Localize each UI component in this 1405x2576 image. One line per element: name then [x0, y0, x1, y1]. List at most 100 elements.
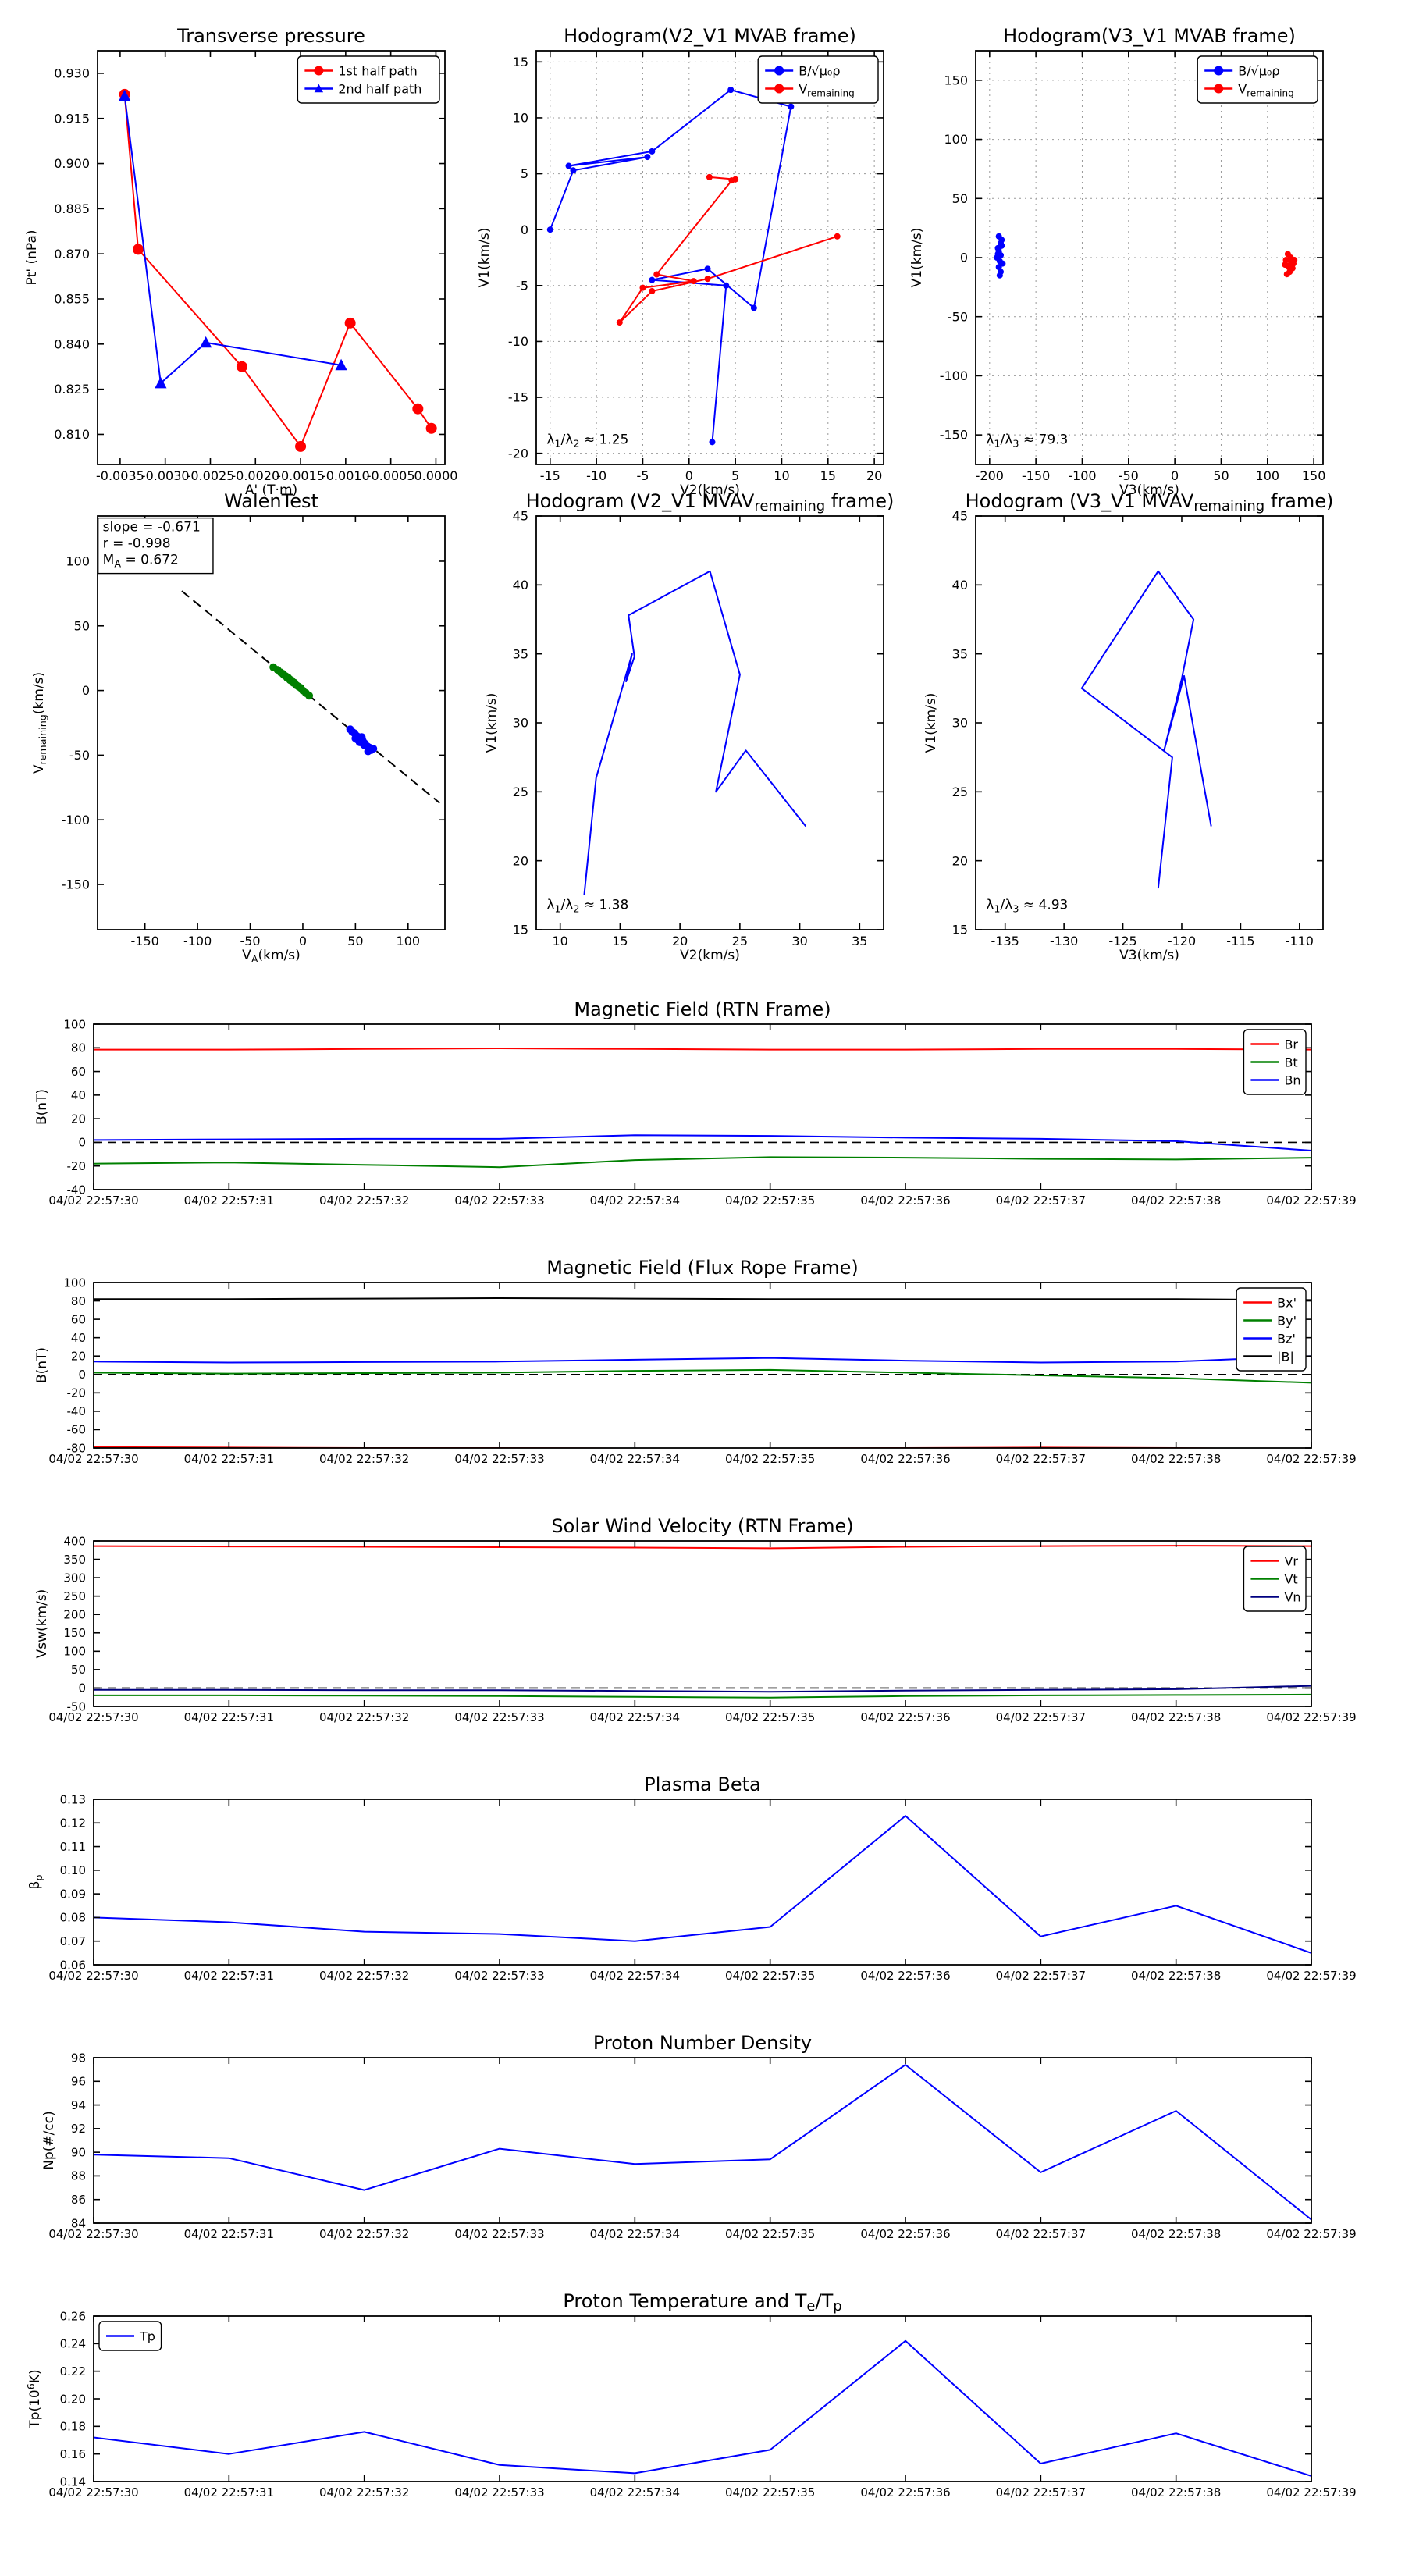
axes-background: [94, 1799, 1311, 1965]
y-tick-label: -150: [940, 428, 968, 443]
annotation: λ1/λ3 ≈ 4.93: [986, 898, 1068, 916]
tick-labels: -135 -130 -125 -120 -115 -110 15 20 25 30 35 40 45: [952, 509, 1314, 948]
series-group: [583, 570, 807, 895]
y-tick-label: 94: [71, 2098, 86, 2112]
y-tick-label: 40: [71, 1331, 86, 1345]
annotation-text: slope = -0.671: [103, 520, 201, 535]
y-tick-label: 300: [63, 1571, 86, 1585]
y-axis-label: V1(km/s): [484, 693, 500, 753]
marker-dot: [344, 317, 356, 329]
x-tick-label: 35: [852, 934, 867, 948]
x-tick-label: -0.0010: [322, 468, 370, 483]
y-axis-label: Vsw(km/s): [34, 1589, 50, 1659]
x-tick-label: 04/02 22:57:34: [590, 1452, 680, 1466]
y-tick-label: 0.20: [60, 2392, 86, 2406]
marker-dot: [412, 403, 424, 415]
y-tick-label: 60: [71, 1312, 86, 1326]
series-Bn: [94, 1134, 1311, 1151]
series-V hodogram: [1080, 570, 1212, 889]
y-tick-label: 20: [71, 1112, 86, 1126]
y-tick-label: 40: [952, 578, 968, 592]
x-tick-label: 0: [1171, 468, 1179, 483]
x-tick-label: -150: [131, 934, 159, 948]
axes-background: [98, 51, 445, 464]
y-tick-label: 0.11: [60, 1840, 86, 1854]
marker-dot: [994, 251, 1001, 258]
x-tick-label: 04/02 22:57:30: [48, 1710, 138, 1724]
legend-label: Vremaining: [799, 81, 855, 98]
legend-label: Vn: [1284, 1589, 1300, 1604]
x-tick-label: 04/02 22:57:32: [319, 1194, 409, 1208]
y-tick-label: 30: [952, 716, 968, 731]
x-tick-label: 100: [397, 934, 421, 948]
x-tick-label: 04/02 22:57:39: [1266, 1710, 1356, 1724]
x-tick-label: 04/02 22:57:34: [590, 1194, 680, 1208]
series-group: [94, 1545, 1311, 1699]
tick-labels: 10 15 20 25 30 35 15 20 25 30 35 40 45: [513, 509, 868, 948]
y-tick-label: 30: [513, 716, 528, 731]
y-tick-label: 15: [513, 55, 528, 69]
x-tick-label: 04/02 22:57:31: [184, 2485, 274, 2500]
series-group: [94, 2339, 1311, 2477]
marker-dot: [723, 282, 730, 289]
tick-labels: -200 -150 -100 -50 0 50 100 150 -150 -100 -50 0 50 10…: [940, 73, 1326, 483]
series-Vt: [94, 1693, 1311, 1699]
ticks: [93, 2057, 1312, 2224]
annotation: λ1/λ2 ≈ 1.38: [546, 898, 628, 916]
x-tick-label: 50: [347, 934, 363, 948]
y-tick-label: 250: [63, 1589, 86, 1603]
y-tick-label: 100: [63, 1017, 86, 1031]
x-tick-label: -15: [540, 468, 560, 483]
y-tick-label: 0.08: [60, 1911, 86, 1925]
chart-title: Hodogram(V2_V1 MVAB frame): [564, 25, 856, 47]
y-tick-label: 15: [952, 923, 968, 938]
x-tick-label: 04/02 22:57:31: [184, 1969, 274, 1983]
marker-dot: [570, 167, 577, 174]
x-tick-label: 04/02 22:57:30: [48, 2485, 138, 2500]
x-tick-label: 04/02 22:57:31: [184, 2227, 274, 2241]
marker-dot: [653, 271, 660, 278]
marker-dot: [279, 670, 287, 678]
x-tick-label: -110: [1286, 934, 1314, 948]
marker-dot: [704, 265, 711, 272]
y-tick-label: 80: [71, 1294, 86, 1308]
legend: 1st half path 2nd half path: [297, 55, 440, 104]
axes-background: [976, 516, 1323, 930]
y-tick-label: 0.825: [54, 382, 90, 397]
y-tick-label: 0.24: [60, 2337, 86, 2351]
y-axis-label: V1(km/s): [909, 228, 925, 288]
x-tick-label: 20: [866, 468, 882, 483]
y-axis-label: B(nT): [34, 1347, 50, 1383]
marker-dot: [998, 237, 1005, 244]
x-tick-label: 25: [732, 934, 748, 948]
marker-dot: [998, 242, 1005, 249]
series-group: [1080, 570, 1212, 889]
chart-title: Solar Wind Velocity (RTN Frame): [551, 1515, 853, 1537]
legend-label: Bn: [1284, 1073, 1300, 1087]
marker-dot: [1282, 257, 1289, 264]
y-tick-label: 90: [71, 2145, 86, 2159]
y-tick-label: 0: [78, 1368, 86, 1382]
y-tick-label: 40: [71, 1088, 86, 1102]
x-tick-label: 04/02 22:57:37: [996, 2227, 1086, 2241]
x-tick-label: 04/02 22:57:37: [996, 1194, 1086, 1208]
annotation-text: λ1/λ3 ≈ 4.93: [986, 898, 1068, 916]
y-tick-label: 50: [74, 618, 90, 633]
x-tick-label: 04/02 22:57:30: [48, 2227, 138, 2241]
marker-dot: [649, 287, 656, 294]
axes-background: [536, 51, 884, 464]
legend-label: |B|: [1277, 1349, 1294, 1364]
marker-dot: [750, 304, 757, 311]
y-tick-label: -100: [940, 368, 968, 383]
legend-label: Bx': [1277, 1295, 1297, 1310]
y-axis-label: βp: [27, 1875, 45, 1890]
y-tick-label: 84: [71, 2216, 86, 2230]
y-tick-label: -60: [67, 1423, 87, 1437]
panel-walen_test: -150 -100 -50 0 50 100 -150 -100 -50 0 50 100 WalenT…: [31, 490, 446, 966]
y-tick-label: 50: [71, 1663, 86, 1677]
marker-dot: [774, 66, 784, 76]
panel-hodogram_v3v1_mvav: -135 -130 -125 -120 -115 -110 15 20 25 30 35 40 45Ho…: [923, 490, 1333, 963]
x-tick-label: 04/02 22:57:39: [1266, 1452, 1356, 1466]
marker-dot: [704, 276, 711, 283]
